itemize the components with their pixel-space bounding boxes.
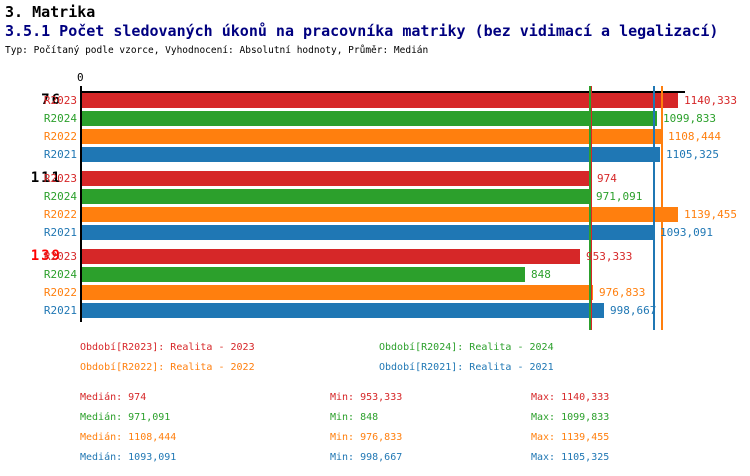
- bar-value-label: 953,333: [586, 250, 633, 263]
- series-row-label: R2021: [43, 304, 77, 317]
- bar-R2024: [82, 111, 657, 126]
- median-line-R2021: [653, 86, 655, 330]
- legend-item-R2021: Období[R2021]: Realita - 2021: [379, 362, 554, 373]
- median-line-R2023: [590, 86, 592, 330]
- bar-R2021: [82, 147, 660, 162]
- bar-R2024: [82, 189, 590, 204]
- stat-median-R2023: Medián: 974: [80, 392, 147, 403]
- chart-subtitle: 3.5.1 Počet sledovaných úkonů na pracovn…: [5, 22, 719, 40]
- series-row-label: R2023: [43, 172, 77, 185]
- x-axis-top-line: [81, 91, 685, 93]
- stat-min-R2022: Min: 976,833: [330, 432, 403, 443]
- stat-max-R2021: Max: 1105,325: [531, 452, 610, 463]
- stat-min-R2021: Min: 998,667: [330, 452, 403, 463]
- stat-min-R2024: Min: 848: [330, 412, 379, 423]
- series-row-label: R2021: [43, 226, 77, 239]
- bar-R2024: [82, 267, 525, 282]
- stat-median-R2024: Medián: 971,091: [80, 412, 171, 423]
- y-axis-line: [80, 86, 82, 322]
- group-label: 111: [30, 170, 62, 186]
- series-row-label: R2023: [43, 250, 77, 263]
- bar-chart: 0 76 R2023 1140,333 R2024 1099,833 R2022 1108,…: [30, 71, 737, 330]
- bar-R2023: [82, 171, 591, 186]
- bar-value-label: 974: [597, 172, 617, 185]
- stat-max-R2024: Max: 1099,833: [531, 412, 610, 423]
- bar-value-label: 1099,833: [663, 112, 716, 125]
- page-title: 3. Matrika: [5, 3, 96, 21]
- bar-R2022: [82, 285, 593, 300]
- chart-meta-line: Typ: Počítaný podle vzorce, Vyhodnocení:…: [5, 45, 429, 56]
- stat-median-R2022: Medián: 1108,444: [80, 432, 177, 443]
- bar-value-label: 1108,444: [668, 130, 721, 143]
- series-row-label: R2023: [43, 94, 77, 107]
- bar-value-label: 1140,333: [684, 94, 737, 107]
- bar-value-label: 976,833: [599, 286, 646, 299]
- stat-max-R2023: Max: 1140,333: [531, 392, 610, 403]
- bar-R2021: [82, 303, 604, 318]
- legend-item-R2024: Období[R2024]: Realita - 2024: [379, 342, 554, 353]
- stat-max-R2022: Max: 1139,455: [531, 432, 610, 443]
- series-row-label: R2024: [43, 112, 77, 125]
- median-line-R2022: [661, 86, 663, 330]
- series-row-label: R2024: [43, 190, 77, 203]
- series-row-label: R2022: [43, 130, 77, 143]
- bar-value-label: 1139,455: [684, 208, 737, 221]
- group-label: 76: [41, 92, 62, 108]
- bar-R2022: [82, 207, 678, 222]
- stat-median-R2021: Medián: 1093,091: [80, 452, 177, 463]
- series-row-label: R2022: [43, 208, 77, 221]
- series-row-label: R2022: [43, 286, 77, 299]
- bar-R2021: [82, 225, 654, 240]
- legend-item-R2023: Období[R2023]: Realita - 2023: [80, 342, 255, 353]
- bar-R2022: [82, 129, 662, 144]
- bar-R2023: [82, 249, 580, 264]
- legend-item-R2022: Období[R2022]: Realita - 2022: [80, 362, 255, 373]
- stat-min-R2023: Min: 953,333: [330, 392, 403, 403]
- bar-value-label: 971,091: [596, 190, 643, 203]
- series-row-label: R2024: [43, 268, 77, 281]
- series-row-label: R2021: [43, 148, 77, 161]
- bar-R2023: [82, 93, 678, 108]
- bar-value-label: 848: [531, 268, 551, 281]
- bar-value-label: 1105,325: [666, 148, 719, 161]
- axis-origin-label: 0: [77, 71, 84, 84]
- bar-value-label: 1093,091: [660, 226, 713, 239]
- group-label: 139: [30, 248, 62, 264]
- bar-value-label: 998,667: [610, 304, 657, 317]
- median-line-R2024: [589, 86, 591, 330]
